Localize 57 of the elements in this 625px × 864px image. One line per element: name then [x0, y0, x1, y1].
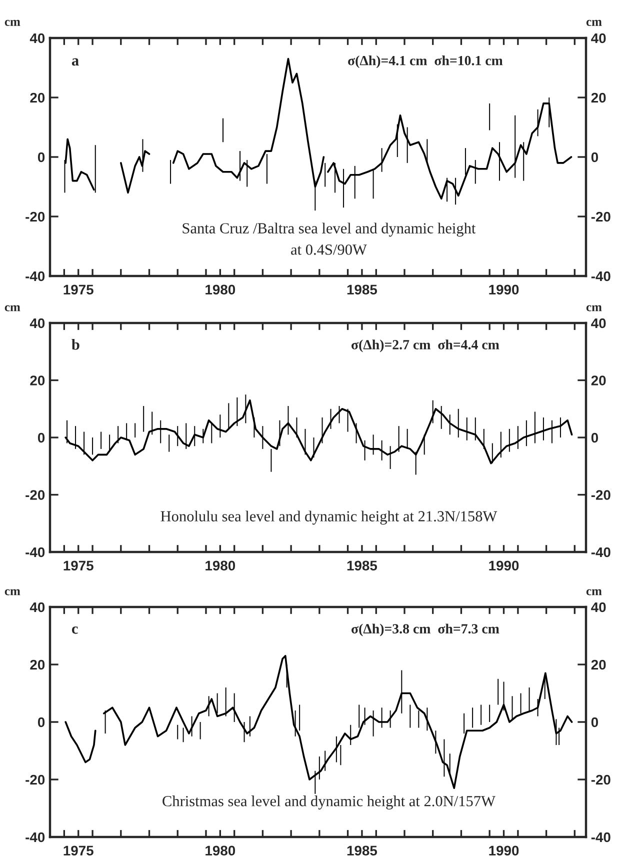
annotation: b [72, 338, 80, 350]
x-tick-label: 1985 [347, 846, 378, 856]
annotation: Santa Cruz /Baltra sea level and dynamic height at 0.4S/90W [182, 222, 476, 255]
x-tick-label: 1990 [489, 284, 519, 295]
y-tick-label: -20 [26, 212, 45, 222]
annotation: σ(Δh)=2.7 cm σh=4.4 cm [352, 340, 500, 352]
y-tick-label: 20 [30, 92, 45, 103]
x-tick-label: 1985 [347, 560, 378, 571]
annotation: σ(Δh)=4.1 cm σh=10.1 cm [348, 56, 503, 68]
y2-tick-label: 0 [591, 152, 598, 162]
y2-tick-label: 40 [591, 318, 606, 328]
y-tick-label: 40 [30, 33, 45, 44]
y-tick-label: -40 [26, 271, 45, 282]
y-tick-label: 0 [38, 717, 45, 728]
y2-tick-label: 20 [591, 92, 606, 103]
y-tick-label: 20 [30, 376, 45, 386]
annotation: a [72, 58, 79, 66]
y2-tick-label: 40 [591, 33, 606, 44]
annotation: σ(Δh)=3.8 cm σh=7.3 cm [352, 624, 500, 636]
x-tick-label: 1985 [347, 284, 378, 295]
x-tick-label: 1975 [64, 284, 94, 295]
y-tick-label: 0 [38, 152, 45, 162]
annotation: c [72, 626, 78, 634]
y-tick-label: -40 [26, 832, 45, 842]
y-axis-title: cm [4, 305, 20, 312]
y-axis-title: cm [4, 589, 20, 596]
x-tick-label: 1980 [206, 560, 236, 571]
y2-tick-label: -40 [591, 271, 610, 282]
y2-tick-label: -40 [591, 832, 610, 842]
x-tick-label: 1990 [489, 560, 519, 571]
annotation: Christmas sea level and dynamic height at 2.0N/157W [162, 796, 496, 810]
y2-axis-title: cm [586, 20, 602, 26]
y2-tick-label: 0 [591, 717, 598, 728]
y2-axis-title: cm [586, 589, 602, 596]
y-tick-label: -20 [26, 490, 45, 500]
y-tick-label: 0 [38, 432, 45, 443]
y-tick-label: 20 [30, 660, 45, 670]
y2-axis-title: cm [586, 305, 602, 312]
y2-tick-label: -20 [591, 774, 610, 785]
y-tick-label: 40 [30, 602, 45, 612]
x-tick-label: 1990 [489, 846, 519, 856]
x-tick-label: 1975 [64, 560, 94, 571]
y2-tick-label: 20 [591, 660, 606, 670]
y-tick-label: -40 [26, 547, 45, 558]
y-tick-label: -20 [26, 774, 45, 785]
y2-tick-label: -20 [591, 212, 610, 222]
y2-tick-label: 0 [591, 432, 598, 443]
x-tick-label: 1980 [206, 284, 236, 295]
y-axis-title: cm [4, 20, 20, 26]
y2-tick-label: -20 [591, 490, 610, 500]
y-tick-label: 40 [30, 318, 45, 328]
y2-tick-label: 20 [591, 376, 606, 386]
x-tick-label: 1975 [64, 846, 94, 856]
y2-tick-label: 40 [591, 602, 606, 612]
annotation: Honolulu sea level and dynamic height at 21.3N/158W [160, 510, 498, 525]
x-tick-label: 1980 [206, 846, 236, 856]
y2-tick-label: -40 [591, 547, 610, 558]
